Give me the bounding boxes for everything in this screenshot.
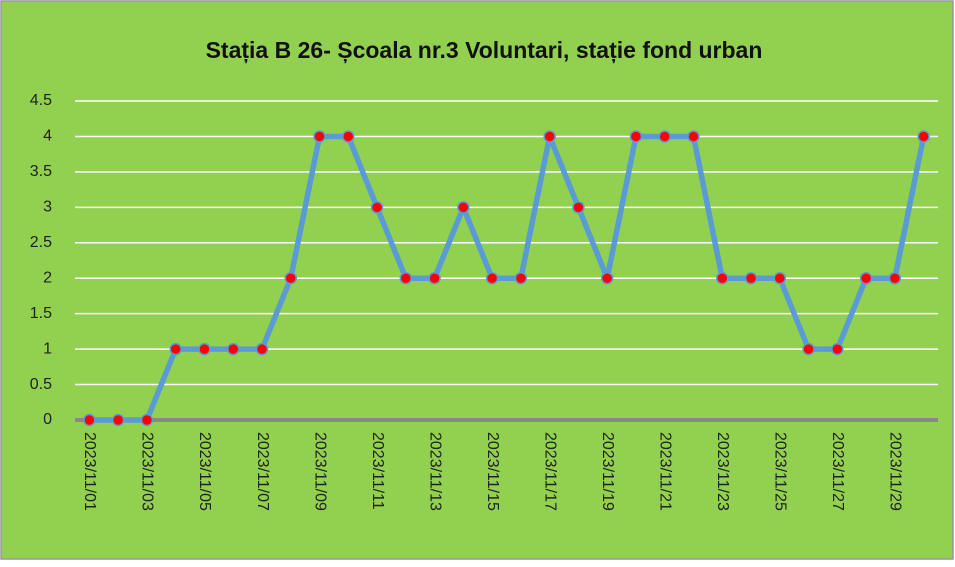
data-point: [716, 271, 729, 285]
data-point: [744, 271, 758, 285]
data-point: [399, 271, 413, 285]
x-tick-label: 2023/11/11: [369, 432, 386, 510]
x-tick-label: 2023/11/21: [656, 432, 673, 511]
data-point: [485, 271, 499, 285]
data-point: [773, 271, 787, 285]
data-point: [600, 271, 614, 285]
data-point: [226, 342, 240, 356]
y-tick-label: 0.5: [30, 376, 52, 393]
y-tick-label: 4: [43, 128, 52, 145]
y-tick-label: 3: [43, 199, 52, 216]
x-tick-label: 2023/11/29: [887, 432, 904, 511]
data-point: [111, 413, 125, 427]
y-tick-label: 3.5: [30, 163, 52, 180]
data-point: [572, 201, 585, 214]
data-point: [198, 342, 211, 356]
y-tick-label: 1: [43, 340, 52, 357]
data-point: [917, 130, 930, 143]
data-point: [284, 271, 297, 285]
data-point: [543, 130, 556, 143]
x-tick-label: 2023/11/07: [254, 432, 271, 511]
data-point: [428, 271, 441, 285]
x-tick-label: 2023/11/09: [311, 432, 328, 511]
data-point: [859, 271, 873, 285]
data-point: [802, 342, 815, 356]
x-tick-label: 2023/11/27: [829, 432, 846, 511]
x-tick-label: 2023/11/15: [484, 432, 501, 511]
data-point: [342, 130, 355, 143]
x-tick-label: 2023/11/01: [81, 432, 98, 511]
data-point: [888, 271, 902, 285]
chart-title: Stația B 26- Școala nr.3 Voluntari, staț…: [206, 37, 763, 64]
data-point: [457, 201, 470, 214]
data-point: [629, 130, 643, 143]
y-tick-label: 0: [43, 411, 52, 428]
y-tick-label: 1.5: [30, 305, 52, 322]
data-point: [83, 413, 96, 427]
data-point: [255, 342, 269, 356]
data-point: [313, 130, 326, 143]
x-tick-label: 2023/11/25: [772, 432, 789, 511]
x-tick-label: 2023/11/19: [599, 432, 616, 511]
data-point: [370, 201, 384, 214]
x-tick-label: 2023/11/05: [196, 432, 213, 511]
data-point: [831, 342, 844, 356]
x-tick-label: 2023/11/23: [714, 432, 731, 511]
x-tick-label: 2023/11/03: [139, 432, 156, 511]
data-point: [514, 271, 528, 285]
y-tick-label: 2.5: [30, 234, 52, 251]
data-point: [658, 130, 671, 143]
y-tick-label: 2: [43, 269, 52, 286]
x-tick-label: 2023/11/17: [541, 432, 558, 511]
data-point: [169, 342, 182, 356]
data-point: [687, 130, 700, 143]
data-point: [140, 413, 154, 427]
x-tick-label: 2023/11/13: [426, 432, 443, 511]
y-tick-label: 4.5: [30, 92, 52, 109]
